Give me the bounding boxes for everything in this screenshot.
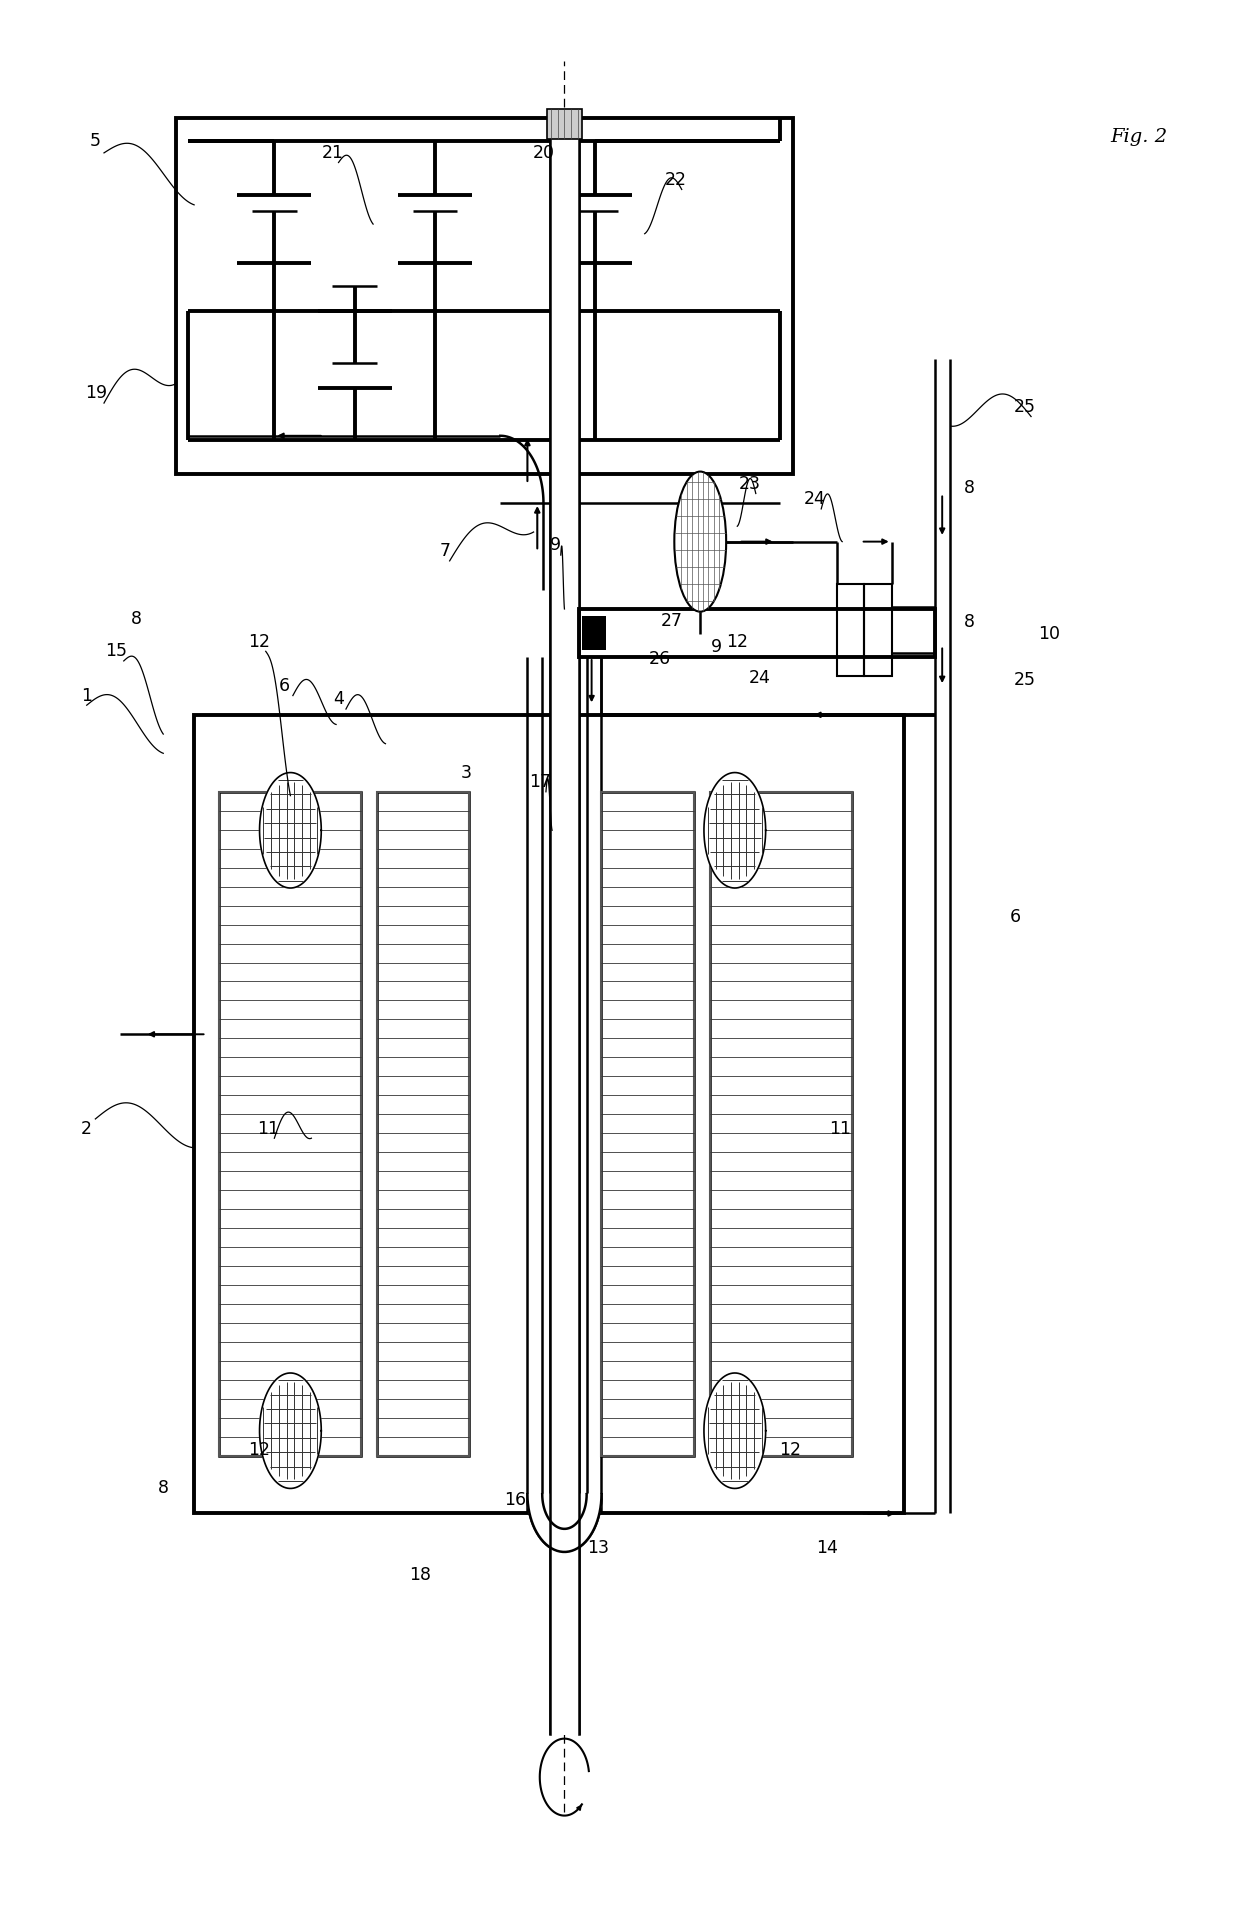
Bar (711, 791, 852, 1455)
Text: 11: 11 (257, 1119, 279, 1137)
Text: 3: 3 (460, 764, 471, 782)
Text: 20: 20 (532, 145, 554, 162)
Text: 25: 25 (1014, 672, 1035, 689)
Text: 25: 25 (1014, 398, 1035, 415)
Polygon shape (527, 1494, 601, 1552)
Text: 8: 8 (963, 479, 975, 496)
Text: 11: 11 (828, 1119, 851, 1137)
Text: 24: 24 (804, 490, 826, 508)
Text: 8: 8 (963, 614, 975, 631)
Bar (601, 791, 694, 1455)
Polygon shape (259, 1372, 321, 1488)
Text: 6: 6 (279, 677, 290, 695)
Text: 4: 4 (334, 691, 343, 708)
Polygon shape (704, 772, 765, 888)
Text: 22: 22 (665, 172, 687, 189)
Text: 14: 14 (816, 1538, 838, 1558)
Polygon shape (704, 1372, 765, 1488)
Bar (711, 791, 852, 1455)
Text: 26: 26 (649, 650, 671, 668)
Text: 17: 17 (528, 774, 551, 791)
Bar (218, 791, 361, 1455)
Text: 12: 12 (248, 633, 270, 650)
Text: 2: 2 (82, 1119, 92, 1137)
Text: 12: 12 (248, 1442, 270, 1459)
Text: 10: 10 (1039, 625, 1060, 643)
Bar (377, 791, 470, 1455)
Text: 8: 8 (130, 610, 141, 627)
Text: 18: 18 (409, 1565, 432, 1585)
Text: 13: 13 (587, 1538, 609, 1558)
Text: 7: 7 (582, 633, 593, 650)
Bar (549, 118, 579, 1735)
Bar (601, 791, 694, 1455)
Text: 9: 9 (711, 639, 722, 656)
Bar (547, 108, 582, 139)
Bar (837, 585, 864, 676)
Text: 6: 6 (1009, 907, 1021, 926)
Text: 19: 19 (86, 384, 108, 403)
Text: 27: 27 (661, 612, 683, 629)
Text: 21: 21 (321, 145, 343, 162)
Bar (579, 610, 935, 656)
Text: 12: 12 (727, 633, 748, 650)
Text: 9: 9 (551, 537, 562, 554)
Text: 23: 23 (739, 475, 760, 492)
Bar (195, 714, 904, 1513)
Text: Fig. 2: Fig. 2 (1110, 129, 1167, 147)
Text: 1: 1 (82, 687, 92, 704)
Bar (176, 118, 792, 475)
Bar (582, 616, 606, 650)
Text: 8: 8 (157, 1480, 169, 1498)
Text: 12: 12 (780, 1442, 801, 1459)
Text: 7: 7 (439, 542, 450, 560)
Text: 5: 5 (89, 133, 100, 151)
Bar (377, 791, 470, 1455)
Text: 15: 15 (105, 643, 128, 660)
Bar (218, 791, 361, 1455)
Text: 24: 24 (749, 670, 770, 687)
Text: 16: 16 (503, 1492, 526, 1509)
Polygon shape (259, 772, 321, 888)
Bar (864, 585, 892, 676)
Ellipse shape (675, 471, 727, 612)
